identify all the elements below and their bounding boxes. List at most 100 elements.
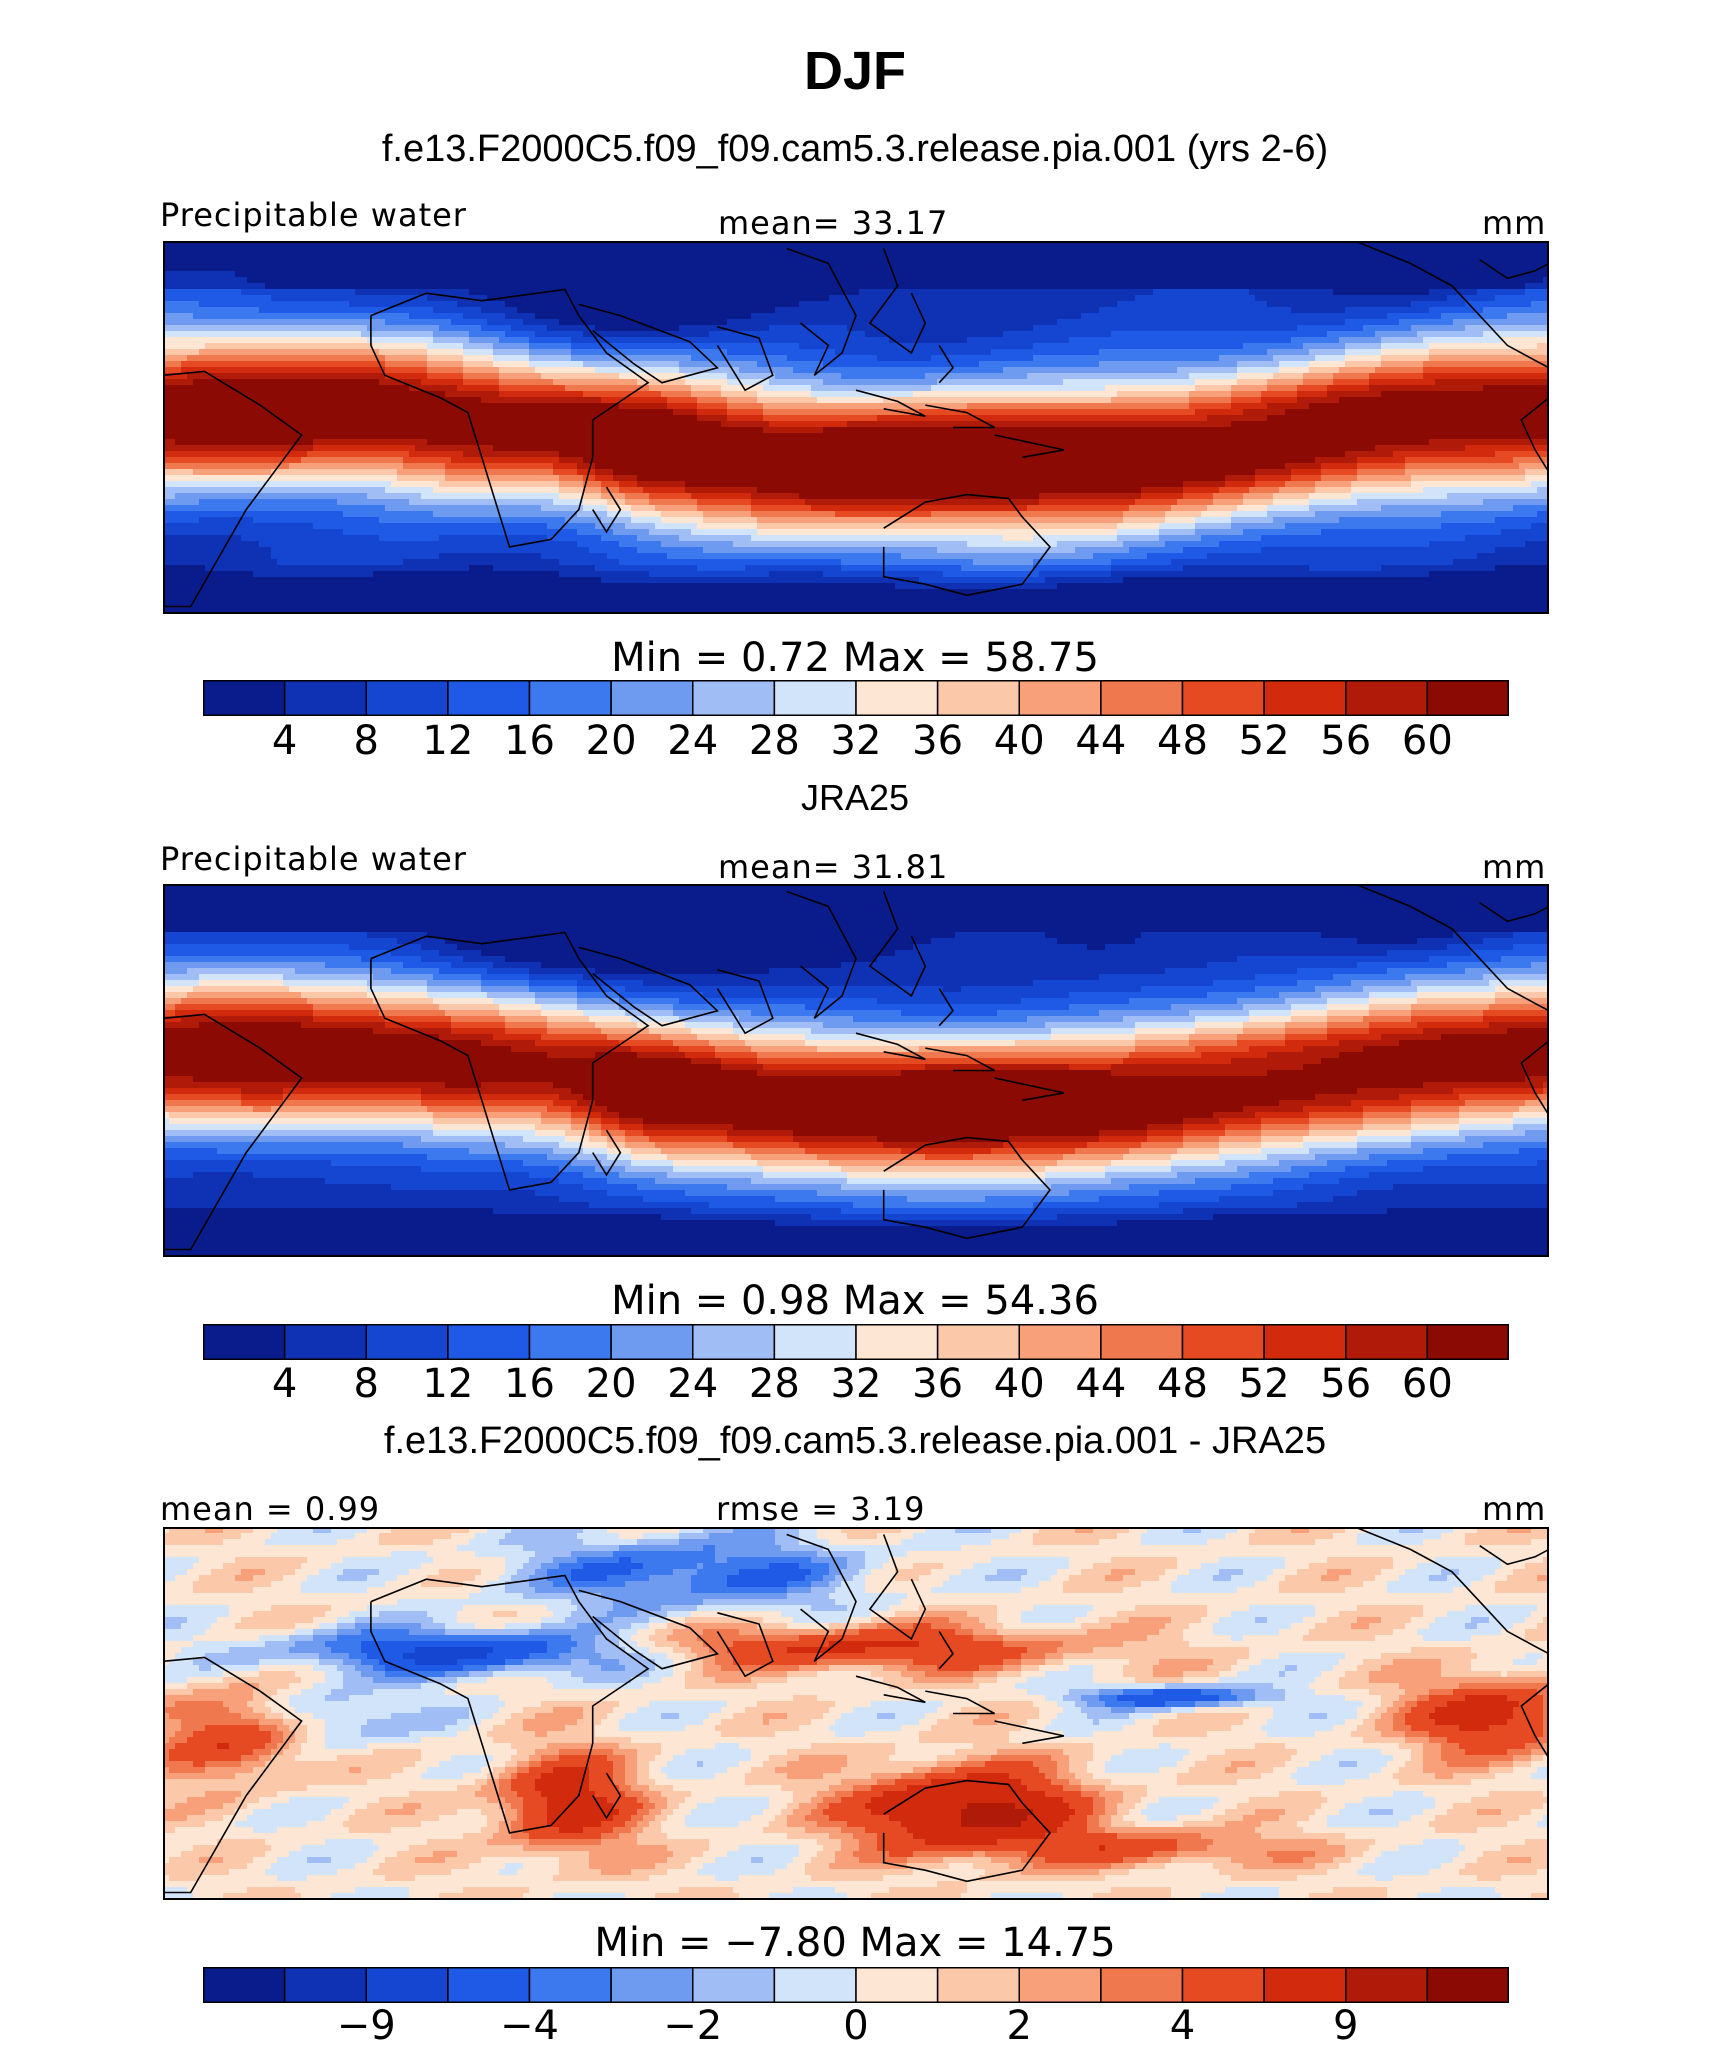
panel-1-map-frame	[163, 241, 1549, 614]
panel-2-map	[163, 884, 1549, 1257]
panel-3-map-coastline	[592, 1772, 622, 1820]
panel-3-colorbar-swatch	[936, 1967, 1020, 2003]
panel-3-colorbar-swatch	[528, 1967, 612, 2003]
colorbar-tick-label: 36	[912, 718, 964, 764]
panel-2-colorbar-swatch	[1345, 1324, 1429, 1360]
panel-1-map-coastline	[1479, 259, 1549, 280]
panel-1-map-coastline	[370, 288, 650, 548]
panel-3-colorbar-swatch	[1181, 1967, 1265, 2003]
colorbar-tick-label: 20	[585, 718, 637, 764]
panel-1-mean-label: mean= 33.17	[718, 204, 949, 242]
panel-2-map-coastline	[370, 931, 650, 1191]
colorbar-tick-label: 56	[1320, 1361, 1372, 1407]
panel-1-colorbar-ticks: 4 8 12 16 20 24 28 32 36 40 44 48 52 56 60	[0, 718, 1710, 768]
panel-1-colorbar-swatch	[610, 680, 694, 716]
panel-1-colorbar-swatch	[692, 680, 776, 716]
colorbar-tick-label: 60	[1401, 1361, 1453, 1407]
panel-2-colorbar-swatch	[773, 1324, 857, 1360]
panel-1-map-coastline	[868, 248, 927, 355]
colorbar-tick-label: 44	[1075, 718, 1127, 764]
panel-1-map-coastline	[578, 303, 719, 384]
panel-1-map-coastline	[163, 370, 303, 608]
panel-2-map-frame	[163, 884, 1549, 1257]
panel-3-map-coastline	[882, 1779, 1052, 1883]
panel-3-map-coastline	[994, 1720, 1065, 1745]
panel-2-units-label: mm	[1482, 848, 1547, 886]
colorbar-tick-label: 40	[993, 1361, 1045, 1407]
panel-2-map-coastline	[578, 946, 719, 1027]
panel-1-map-coastline	[925, 404, 995, 429]
panel-3-map-coastline	[925, 1690, 995, 1715]
panel-1-colorbar-swatch	[1100, 680, 1184, 716]
panel-2-map-coastline	[716, 969, 774, 1035]
colorbar-tick-label: 9	[1333, 2003, 1359, 2049]
panel-1-colorbar-swatch	[1181, 680, 1265, 716]
colorbar-tick-label: 4	[1169, 2003, 1196, 2049]
panel-3-colorbar-ticks: −9 −4 −2 0 2 4 9	[0, 2003, 1710, 2049]
panel-1-colorbar-swatch	[283, 680, 367, 716]
panel-2-map-coastline	[1354, 884, 1549, 1012]
panel-1-colorbar-swatch	[528, 680, 612, 716]
colorbar-tick-label: 4	[271, 1361, 298, 1407]
colorbar-tick-label: 8	[353, 1361, 379, 1407]
colorbar-tick-label: 16	[504, 1361, 555, 1407]
panel-3-map-coastline	[370, 1574, 650, 1834]
panel-1-colorbar-swatch	[1018, 680, 1102, 716]
panel-2-colorbar-swatch	[1181, 1324, 1265, 1360]
colorbar-tick-label: 12	[422, 718, 474, 764]
panel-1-colorbar	[203, 680, 1509, 716]
panel-1-map-coastline	[882, 493, 1052, 597]
colorbar-tick-label: 28	[748, 1361, 800, 1407]
panel-3-colorbar-swatch	[1345, 1967, 1429, 2003]
colorbar-tick-label: 8	[353, 718, 379, 764]
colorbar-tick-label: 48	[1157, 1361, 1208, 1407]
panel-3-colorbar-swatch	[1100, 1967, 1184, 2003]
colorbar-tick-label: 44	[1075, 1361, 1127, 1407]
panel-2-colorbar-swatch	[1426, 1324, 1509, 1360]
colorbar-tick-label: 16	[504, 718, 555, 764]
panel-2-colorbar-swatch	[692, 1324, 776, 1360]
colorbar-tick-label: 0	[843, 2003, 869, 2049]
colorbar-tick-label: 32	[830, 718, 882, 764]
panel-3-mean-label: mean = 0.99	[160, 1490, 381, 1528]
panel-1-map-coastline	[716, 326, 774, 392]
panel-3-colorbar	[203, 1967, 1509, 2003]
panel-2-map-coastline	[1520, 1040, 1549, 1116]
panel-2-colorbar-swatch	[936, 1324, 1020, 1360]
panel-2-colorbar-ticks: 4 8 12 16 20 24 28 32 36 40 44 48 52 56 60	[0, 1361, 1710, 1411]
panel-3-map	[163, 1527, 1549, 1900]
panel-2-colorbar-swatch	[447, 1324, 531, 1360]
panel-3-map-coastline	[1354, 1527, 1549, 1655]
panel-2-map-coastline	[868, 891, 927, 998]
panel-2-minmax: Min = 0.98 Max = 54.36	[611, 1278, 1099, 1324]
panel-1-colorbar-swatch	[1263, 680, 1347, 716]
panel-2-colorbar-swatch	[203, 1324, 286, 1360]
colorbar-tick-label: 40	[993, 718, 1045, 764]
colorbar-tick-label: 52	[1238, 1361, 1290, 1407]
colorbar-tick-label: 2	[1006, 2003, 1032, 2049]
panel-3-colorbar-swatch	[610, 1967, 694, 2003]
panel-1-colorbar-swatch	[365, 680, 449, 716]
panel-1-colorbar-swatch	[447, 680, 531, 716]
panel-2-colorbar	[203, 1324, 1509, 1360]
panel-3-map-coastline	[1520, 1683, 1549, 1759]
panel-3-map-coastline	[163, 1656, 303, 1894]
panel-1-map-coastline	[1354, 241, 1549, 369]
colorbar-tick-label: 24	[667, 1361, 719, 1407]
panel-3-colorbar-swatch	[203, 1967, 286, 2003]
colorbar-tick-label: −4	[500, 2003, 559, 2049]
panel-1-title: f.e13.F2000C5.f09_f09.cam5.3.release.pia…	[381, 128, 1329, 170]
panel-3-map-coastline	[578, 1589, 719, 1670]
panel-2-map-coastline	[925, 1047, 995, 1072]
panel-2-variable-label: Precipitable water	[160, 840, 467, 878]
panel-3-colorbar-swatch	[1263, 1967, 1347, 2003]
panel-3-colorbar-swatch	[692, 1967, 776, 2003]
panel-2-colorbar-swatch	[610, 1324, 694, 1360]
panel-3-colorbar-swatch	[1018, 1967, 1102, 2003]
panel-3-title: f.e13.F2000C5.f09_f09.cam5.3.release.pia…	[383, 1420, 1327, 1462]
panel-1-map-coastline	[855, 389, 926, 418]
panel-2-colorbar-swatch	[1100, 1324, 1184, 1360]
panel-3-map-coastline	[786, 1533, 857, 1662]
panel-1-variable-label: Precipitable water	[160, 196, 467, 234]
panel-2-colorbar-swatch	[1263, 1324, 1347, 1360]
